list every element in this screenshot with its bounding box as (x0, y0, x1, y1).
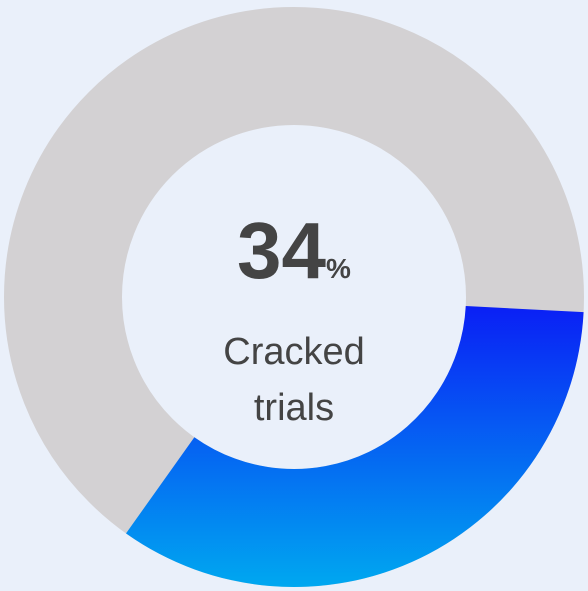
value-unit: % (326, 253, 351, 284)
donut-segment (126, 306, 584, 587)
center-label: trials (254, 387, 334, 429)
center-value: 34% (237, 206, 351, 295)
donut (4, 7, 584, 587)
center-label: Cracked (223, 331, 365, 373)
value-number: 34 (237, 206, 326, 295)
